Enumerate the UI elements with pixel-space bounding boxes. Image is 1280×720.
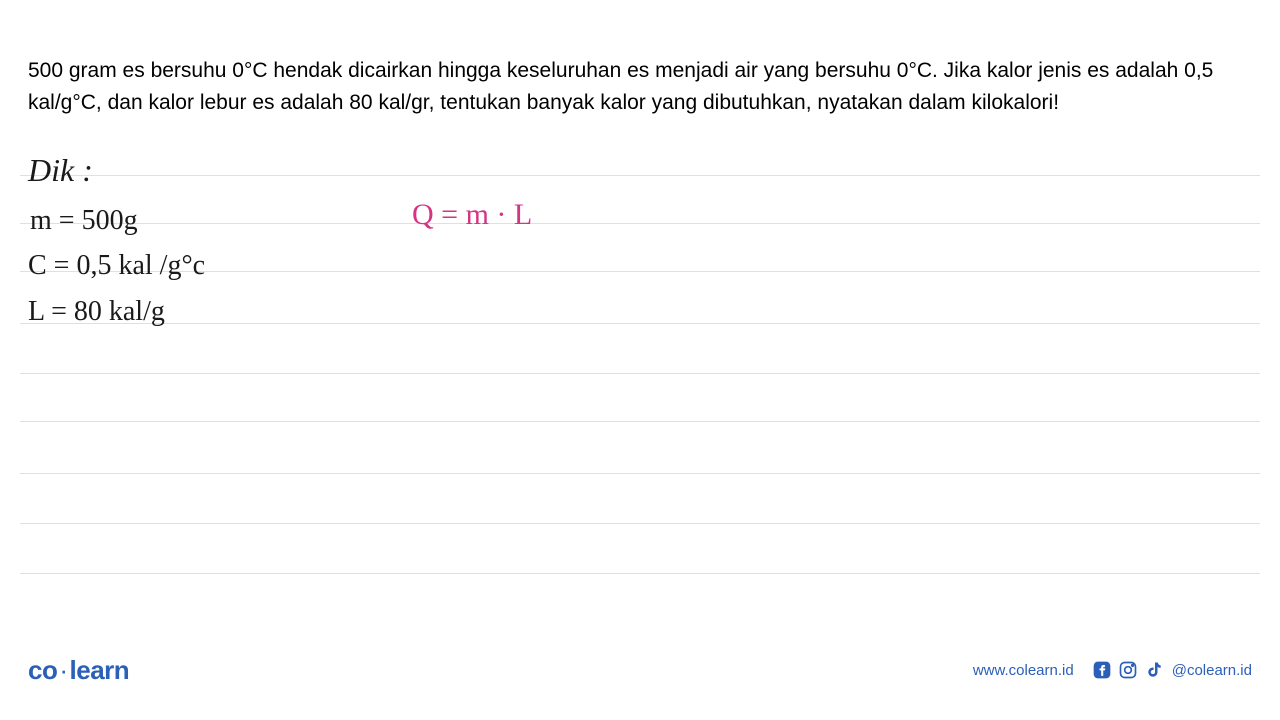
question-line-1: 500 gram es bersuhu 0°C hendak dicairkan…: [28, 59, 1178, 82]
given-latent-heat: L = 80 kal/g: [28, 296, 165, 328]
paper-line: [20, 573, 1260, 574]
lined-paper: [20, 175, 1260, 585]
given-specific-heat: C = 0,5 kal /g°c: [28, 250, 205, 282]
footer-right: www.colearn.id @colearn.id: [973, 660, 1252, 680]
paper-line: [20, 271, 1260, 272]
question-text: 500 gram es bersuhu 0°C hendak dicairkan…: [28, 55, 1252, 118]
social-group: @colearn.id: [1092, 660, 1252, 680]
social-handle: @colearn.id: [1172, 662, 1252, 679]
logo-dot: ·: [59, 655, 67, 685]
paper-line: [20, 323, 1260, 324]
tiktok-icon: [1144, 660, 1164, 680]
paper-line: [20, 421, 1260, 422]
paper-line: [20, 223, 1260, 224]
logo-learn: learn: [70, 655, 130, 685]
instagram-icon: [1118, 660, 1138, 680]
formula-heat: Q = m · L: [412, 198, 532, 232]
paper-line: [20, 373, 1260, 374]
paper-line: [20, 523, 1260, 524]
logo-co: co: [28, 655, 57, 685]
paper-line: [20, 473, 1260, 474]
facebook-icon: [1092, 660, 1112, 680]
given-mass: m = 500g: [30, 205, 138, 237]
footer: co·learn www.colearn.id @colearn.id: [28, 650, 1252, 690]
website-url: www.colearn.id: [973, 662, 1074, 679]
colearn-logo: co·learn: [28, 655, 129, 686]
paper-line: [20, 175, 1260, 176]
dik-label: Dik :: [28, 152, 93, 189]
